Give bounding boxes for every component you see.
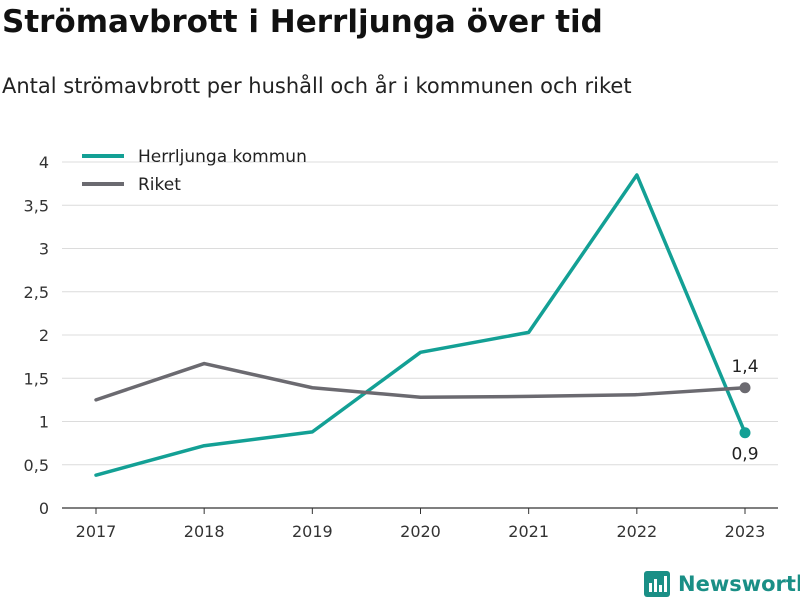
y-axis-ticks: 0 0,5 1 1,5 2 2,5 3 3,5 4 [24,153,49,518]
y-tick-label: 4 [39,153,49,172]
legend: Herrljunga kommun Riket [82,147,307,195]
y-tick-label: 1,5 [24,369,49,388]
y-tick-label: 0 [39,499,49,518]
series-endpoint-0 [739,427,751,439]
x-tick-label: 2017 [76,522,117,541]
series-line-1 [94,361,747,402]
gridlines [62,161,778,466]
chart-title: Strömavbrott i Herrljunga över tid [2,4,603,40]
x-tick-label: 2021 [508,522,549,541]
x-tick-label: 2020 [400,522,441,541]
brand-name: Newsworthy [678,572,800,596]
y-tick-label: 2 [39,326,49,345]
brand-logo: Newsworthy [644,568,800,600]
series-endpoint-1 [739,382,751,394]
series-end-label-1: 1,4 [731,357,758,377]
legend-label-1: Riket [138,175,181,195]
legend-label-0: Herrljunga kommun [138,147,307,167]
x-tick-label: 2022 [616,522,657,541]
x-tick-label: 2019 [292,522,333,541]
bar-chart-logo-icon [644,571,670,597]
x-tick-label: 2023 [725,522,766,541]
y-tick-label: 0,5 [24,456,49,475]
y-tick-label: 3 [39,240,49,259]
chart-subtitle: Antal strömavbrott per hushåll och år i … [2,74,632,98]
series-line-0 [94,173,747,477]
series-end-label-0: 0,9 [731,445,758,465]
x-axis: 2017 2018 2019 2020 2021 2022 2023 [62,507,778,541]
y-tick-label: 2,5 [24,283,49,302]
y-tick-label: 3,5 [24,196,49,215]
series-lines: 0,9 1,4 [94,173,759,477]
y-tick-label: 1 [39,413,49,432]
x-tick-label: 2018 [184,522,225,541]
